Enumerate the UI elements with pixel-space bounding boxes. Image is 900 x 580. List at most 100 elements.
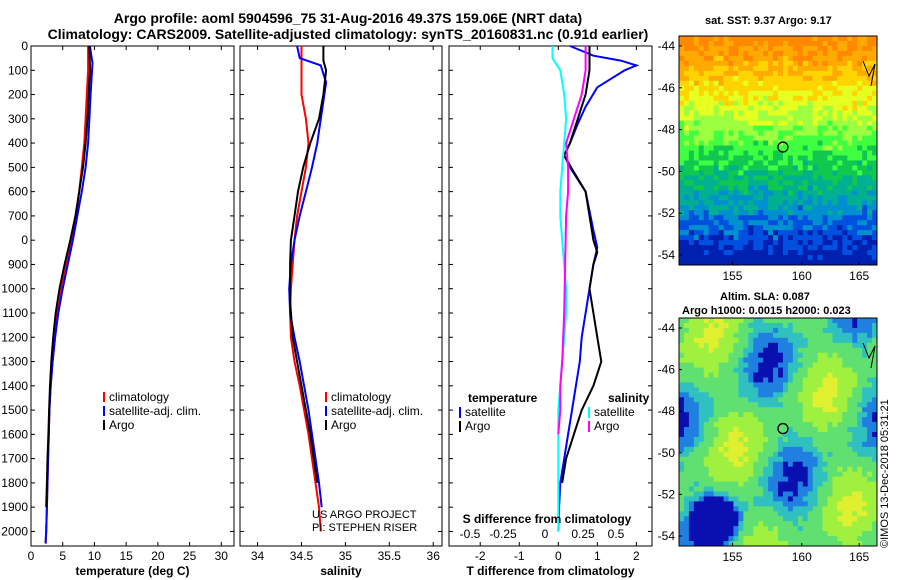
map-cell [763, 402, 769, 408]
map-cell [827, 200, 833, 206]
map-cell [758, 255, 764, 261]
map-cell [683, 200, 690, 206]
map-cell [827, 90, 833, 97]
map-cell [738, 65, 744, 72]
map-cell [713, 377, 719, 383]
map-cell [758, 471, 764, 478]
map-cell [723, 135, 729, 141]
map-cell [807, 501, 814, 507]
map-cell [857, 322, 863, 329]
map-x-tick-label: 160 [792, 269, 812, 283]
map-cell [728, 140, 734, 146]
map-cell [758, 367, 764, 373]
map-cell [862, 432, 868, 438]
map-cell [763, 145, 769, 151]
map-cell [862, 250, 868, 256]
map-cell [703, 432, 710, 438]
map-cell [679, 466, 685, 473]
x-tick-label: 20 [151, 549, 165, 563]
map-cell [679, 372, 685, 378]
map-cell [683, 392, 690, 398]
map-cell [817, 110, 823, 117]
map-cell [837, 422, 843, 428]
map-cell [852, 175, 858, 181]
map-cell [713, 205, 719, 211]
map-cell [787, 235, 794, 241]
map-cell [748, 412, 754, 418]
map-cell [688, 456, 695, 463]
map-cell [817, 50, 823, 57]
map-cell [728, 541, 734, 547]
map-cell [842, 40, 848, 47]
map-cell [728, 185, 734, 191]
map-cell [857, 541, 863, 547]
map-cell [733, 427, 739, 433]
map-cell [718, 120, 724, 127]
map-cell [797, 165, 804, 171]
map-cell [763, 387, 769, 393]
map-cell [872, 397, 878, 403]
map-cell [733, 260, 739, 266]
map-cell [703, 90, 710, 97]
map-cell [822, 486, 828, 492]
map-cell [679, 190, 685, 196]
map-cell [688, 105, 695, 112]
map-cell [713, 220, 719, 226]
map-cell [768, 397, 774, 403]
map-cell [679, 347, 685, 354]
map-cell [768, 352, 774, 359]
map-cell [852, 245, 858, 251]
map-cell [827, 130, 833, 136]
map-cell [763, 155, 769, 161]
map-cell [703, 357, 710, 364]
map-cell [683, 95, 690, 102]
map-cell [822, 95, 828, 102]
map-x-tick-label: 165 [849, 550, 869, 564]
map-cell [763, 215, 769, 221]
map-cell [748, 466, 754, 473]
map-cell [773, 332, 779, 339]
map-cell [817, 140, 823, 146]
map-cell [768, 115, 774, 122]
x-tick-label: 34 [251, 549, 265, 563]
map-cell [718, 260, 724, 266]
map-cell [807, 85, 814, 92]
map-cell [768, 337, 774, 344]
map-cell [683, 427, 690, 433]
map-cell [758, 140, 764, 146]
map-cell [698, 200, 705, 206]
map-cell [733, 85, 739, 92]
map-cell [753, 471, 759, 478]
map-cell [753, 357, 759, 364]
map-cell [758, 245, 764, 251]
map-cell [778, 402, 784, 408]
map-cell [802, 471, 809, 478]
map-cell [738, 55, 744, 62]
map-cell [693, 481, 700, 487]
map-cell [723, 80, 729, 87]
map-cell [872, 190, 878, 196]
map-cell [847, 250, 853, 256]
map-cell [733, 347, 739, 354]
map-cell [708, 397, 715, 403]
map-cell [872, 100, 878, 107]
map-cell [837, 45, 843, 52]
legend-label: Argo [594, 419, 620, 433]
map-cell [693, 130, 700, 136]
map-cell [778, 352, 784, 359]
map-cell [718, 412, 724, 418]
map-cell [867, 382, 873, 388]
map-cell [688, 516, 695, 522]
map-cell [743, 382, 749, 388]
map-cell [862, 526, 868, 532]
map-cell [733, 521, 739, 527]
map-cell [733, 486, 739, 492]
map-cell [768, 36, 774, 42]
map-cell [832, 357, 838, 364]
map-cell [837, 255, 843, 261]
x-tick-label: 25 [183, 549, 197, 563]
map-cell [862, 45, 868, 52]
y-tick-label: 1400 [1, 379, 28, 393]
map-cell [817, 322, 823, 329]
map-cell [802, 170, 809, 176]
